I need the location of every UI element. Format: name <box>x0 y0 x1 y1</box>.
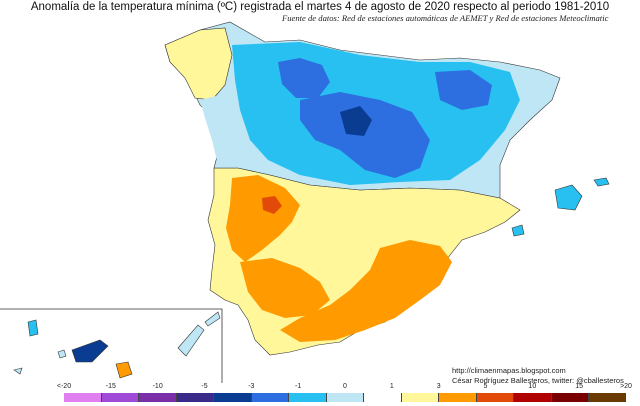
legend-label: -1 <box>295 383 302 390</box>
canary-inset-frame <box>0 308 223 383</box>
legend-swatch <box>325 393 364 402</box>
hot-spot-extremadura <box>262 196 282 214</box>
tenerife-island <box>71 339 109 363</box>
legend-swatch <box>513 393 551 402</box>
menorca-island <box>593 177 610 187</box>
credit-author: César Rodríguez Ballesteros, twitter: @c… <box>452 376 624 385</box>
color-legend <box>64 393 626 403</box>
legend-label: <-20 <box>56 383 72 390</box>
legend-swatch <box>138 393 176 402</box>
fuerteventura-island <box>177 324 205 357</box>
legend-label: -3 <box>248 383 255 390</box>
legend-swatch <box>400 393 439 402</box>
northwest-cool-strip <box>200 95 232 165</box>
legend-labels: <-20 -15 -10 -5 -3 -1 0 1 3 5 10 15 >20 <box>0 383 640 393</box>
legend-swatch <box>550 393 589 402</box>
legend-swatch <box>288 393 326 402</box>
legend-label: >20 <box>620 383 632 390</box>
legend-label: 15 <box>575 383 584 390</box>
cold-core-northeast <box>435 70 492 110</box>
legend-label: 10 <box>528 383 537 390</box>
map-source: Fuente de datos: Red de estaciones autom… <box>282 13 609 23</box>
credit-url: http://climaenmapas.blogspot.com <box>452 366 566 375</box>
legend-swatch <box>250 393 289 402</box>
legend-label: -5 <box>201 383 208 390</box>
legend-swatch <box>363 393 401 402</box>
cold-core-central <box>300 92 430 178</box>
legend-label: 1 <box>389 383 394 390</box>
legend-swatch <box>100 393 139 402</box>
el-hierro-island <box>13 367 23 375</box>
gran-canaria-island <box>115 361 133 379</box>
legend-swatch <box>588 393 626 402</box>
legend-swatch <box>475 393 514 402</box>
legend-swatch <box>438 393 476 402</box>
southwest-warm-zone <box>240 258 330 318</box>
legend-label: -15 <box>105 383 116 390</box>
map-title: Anomalía de la temperatura mínima (ºC) r… <box>30 1 610 13</box>
cold-core-north <box>278 58 330 98</box>
legend-label: 0 <box>343 383 347 390</box>
legend-label: 3 <box>436 383 441 390</box>
west-warm-zone <box>226 175 300 262</box>
la-palma-island <box>27 319 39 337</box>
legend-swatch <box>175 393 214 402</box>
legend-label: 5 <box>483 383 488 390</box>
southeast-warm-zone <box>280 240 452 342</box>
lanzarote-island <box>204 311 221 327</box>
northwest-warm-area <box>164 27 233 101</box>
legend-label: -10 <box>152 383 163 390</box>
ibiza-island <box>511 224 525 237</box>
mallorca-island <box>554 184 583 211</box>
legend-swatch <box>64 393 101 402</box>
coldest-core <box>340 106 372 136</box>
legend-swatch <box>213 393 251 402</box>
la-gomera-island <box>57 349 67 359</box>
